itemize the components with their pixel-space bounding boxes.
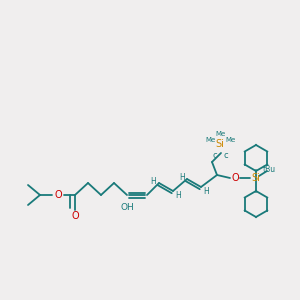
Text: c: c — [224, 152, 228, 160]
Text: Si: Si — [252, 173, 260, 183]
Text: O: O — [54, 190, 62, 200]
Text: OH: OH — [120, 202, 134, 211]
Text: Me: Me — [225, 137, 235, 143]
Text: H: H — [150, 178, 156, 187]
Text: O: O — [231, 173, 239, 183]
Text: O: O — [71, 211, 79, 221]
Text: H: H — [203, 187, 209, 196]
Text: tBu: tBu — [262, 164, 276, 173]
Text: Me: Me — [205, 137, 215, 143]
Text: H: H — [179, 172, 185, 182]
Text: c: c — [213, 152, 217, 160]
Text: Si: Si — [216, 139, 224, 149]
Text: H: H — [175, 190, 181, 200]
Text: Me: Me — [215, 131, 225, 137]
